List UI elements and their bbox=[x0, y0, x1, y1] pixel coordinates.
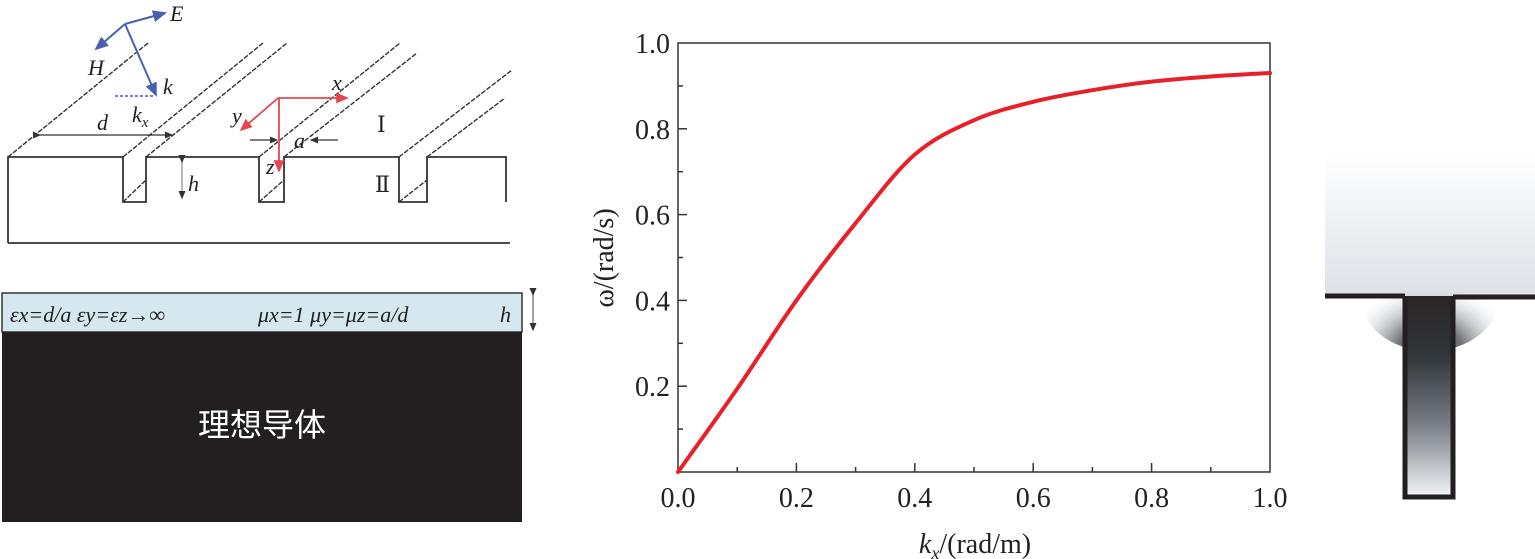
kx-main: k bbox=[132, 102, 143, 127]
y-tick-label: 0.2 bbox=[635, 372, 670, 403]
coordinate-axes bbox=[239, 92, 349, 173]
mu-text: μx=1 μy=μz=a/d bbox=[257, 302, 409, 327]
effective-medium-model: εx=d/a εy=εz→∞ μx=1 μy=μz=a/d h 理想导体 bbox=[1, 287, 537, 522]
x-tick-label: 0.8 bbox=[1134, 483, 1169, 514]
E-vector-arrow bbox=[124, 10, 167, 25]
d-label: d bbox=[97, 110, 109, 135]
y-axis-label: ω/(rad/s) bbox=[589, 208, 620, 307]
x-tick-label: 0.2 bbox=[779, 483, 814, 514]
plot-frame bbox=[677, 42, 1271, 473]
effective-layer bbox=[1, 292, 523, 333]
grating-profile bbox=[7, 156, 507, 243]
h-label: h bbox=[188, 171, 199, 196]
x-tick-label: 0.0 bbox=[661, 483, 696, 514]
dispersion-curve bbox=[676, 71, 1272, 474]
y-tick-label: 0.8 bbox=[635, 115, 670, 146]
conductor-label: 理想导体 bbox=[198, 406, 326, 444]
kx-label: kx bbox=[132, 102, 149, 131]
x-tick-label: 0.4 bbox=[897, 483, 932, 514]
H-vector-arrow bbox=[94, 23, 126, 51]
z-label: z bbox=[265, 154, 275, 179]
kx-sub: x bbox=[141, 115, 149, 131]
y-tick-label: 1.0 bbox=[635, 29, 670, 60]
layer-h-label: h bbox=[500, 302, 511, 327]
x-axis-label: kx/(rad/m) bbox=[919, 529, 1031, 559]
y-tick-label: 0.6 bbox=[635, 201, 670, 232]
epsilon-text: εx=d/a εy=εz→∞ bbox=[10, 302, 165, 327]
groove-edges bbox=[7, 42, 513, 203]
structure-labels: E H k kx d a h x y z Ⅰ Ⅱ bbox=[87, 1, 390, 197]
y-tick-label: 0.4 bbox=[635, 286, 670, 317]
groove-walls bbox=[1402, 296, 1456, 500]
E-label: E bbox=[169, 1, 184, 26]
k-vector-arrow bbox=[124, 23, 157, 97]
x-label: x bbox=[331, 70, 342, 95]
H-label: H bbox=[87, 55, 105, 80]
grating-structure bbox=[7, 42, 513, 244]
x-tick-label: 0.6 bbox=[1016, 483, 1051, 514]
wave-vectors bbox=[94, 10, 167, 97]
field-distribution bbox=[1325, 152, 1535, 500]
perfect-conductor bbox=[2, 332, 522, 522]
region-II-label: Ⅱ bbox=[375, 172, 390, 197]
dispersion-chart: 0.0 0.2 0.4 0.6 0.8 1.0 0.2 0.4 0.6 0.8 1.0 kx/(ra… bbox=[589, 29, 1288, 559]
k-label: k bbox=[163, 74, 174, 99]
y-axis-arrow bbox=[239, 97, 279, 132]
a-label: a bbox=[294, 128, 305, 153]
x-tick-label: 1.0 bbox=[1253, 483, 1288, 514]
groove-field bbox=[1405, 296, 1453, 496]
y-label: y bbox=[230, 103, 242, 128]
region-I-label: Ⅰ bbox=[377, 112, 386, 137]
